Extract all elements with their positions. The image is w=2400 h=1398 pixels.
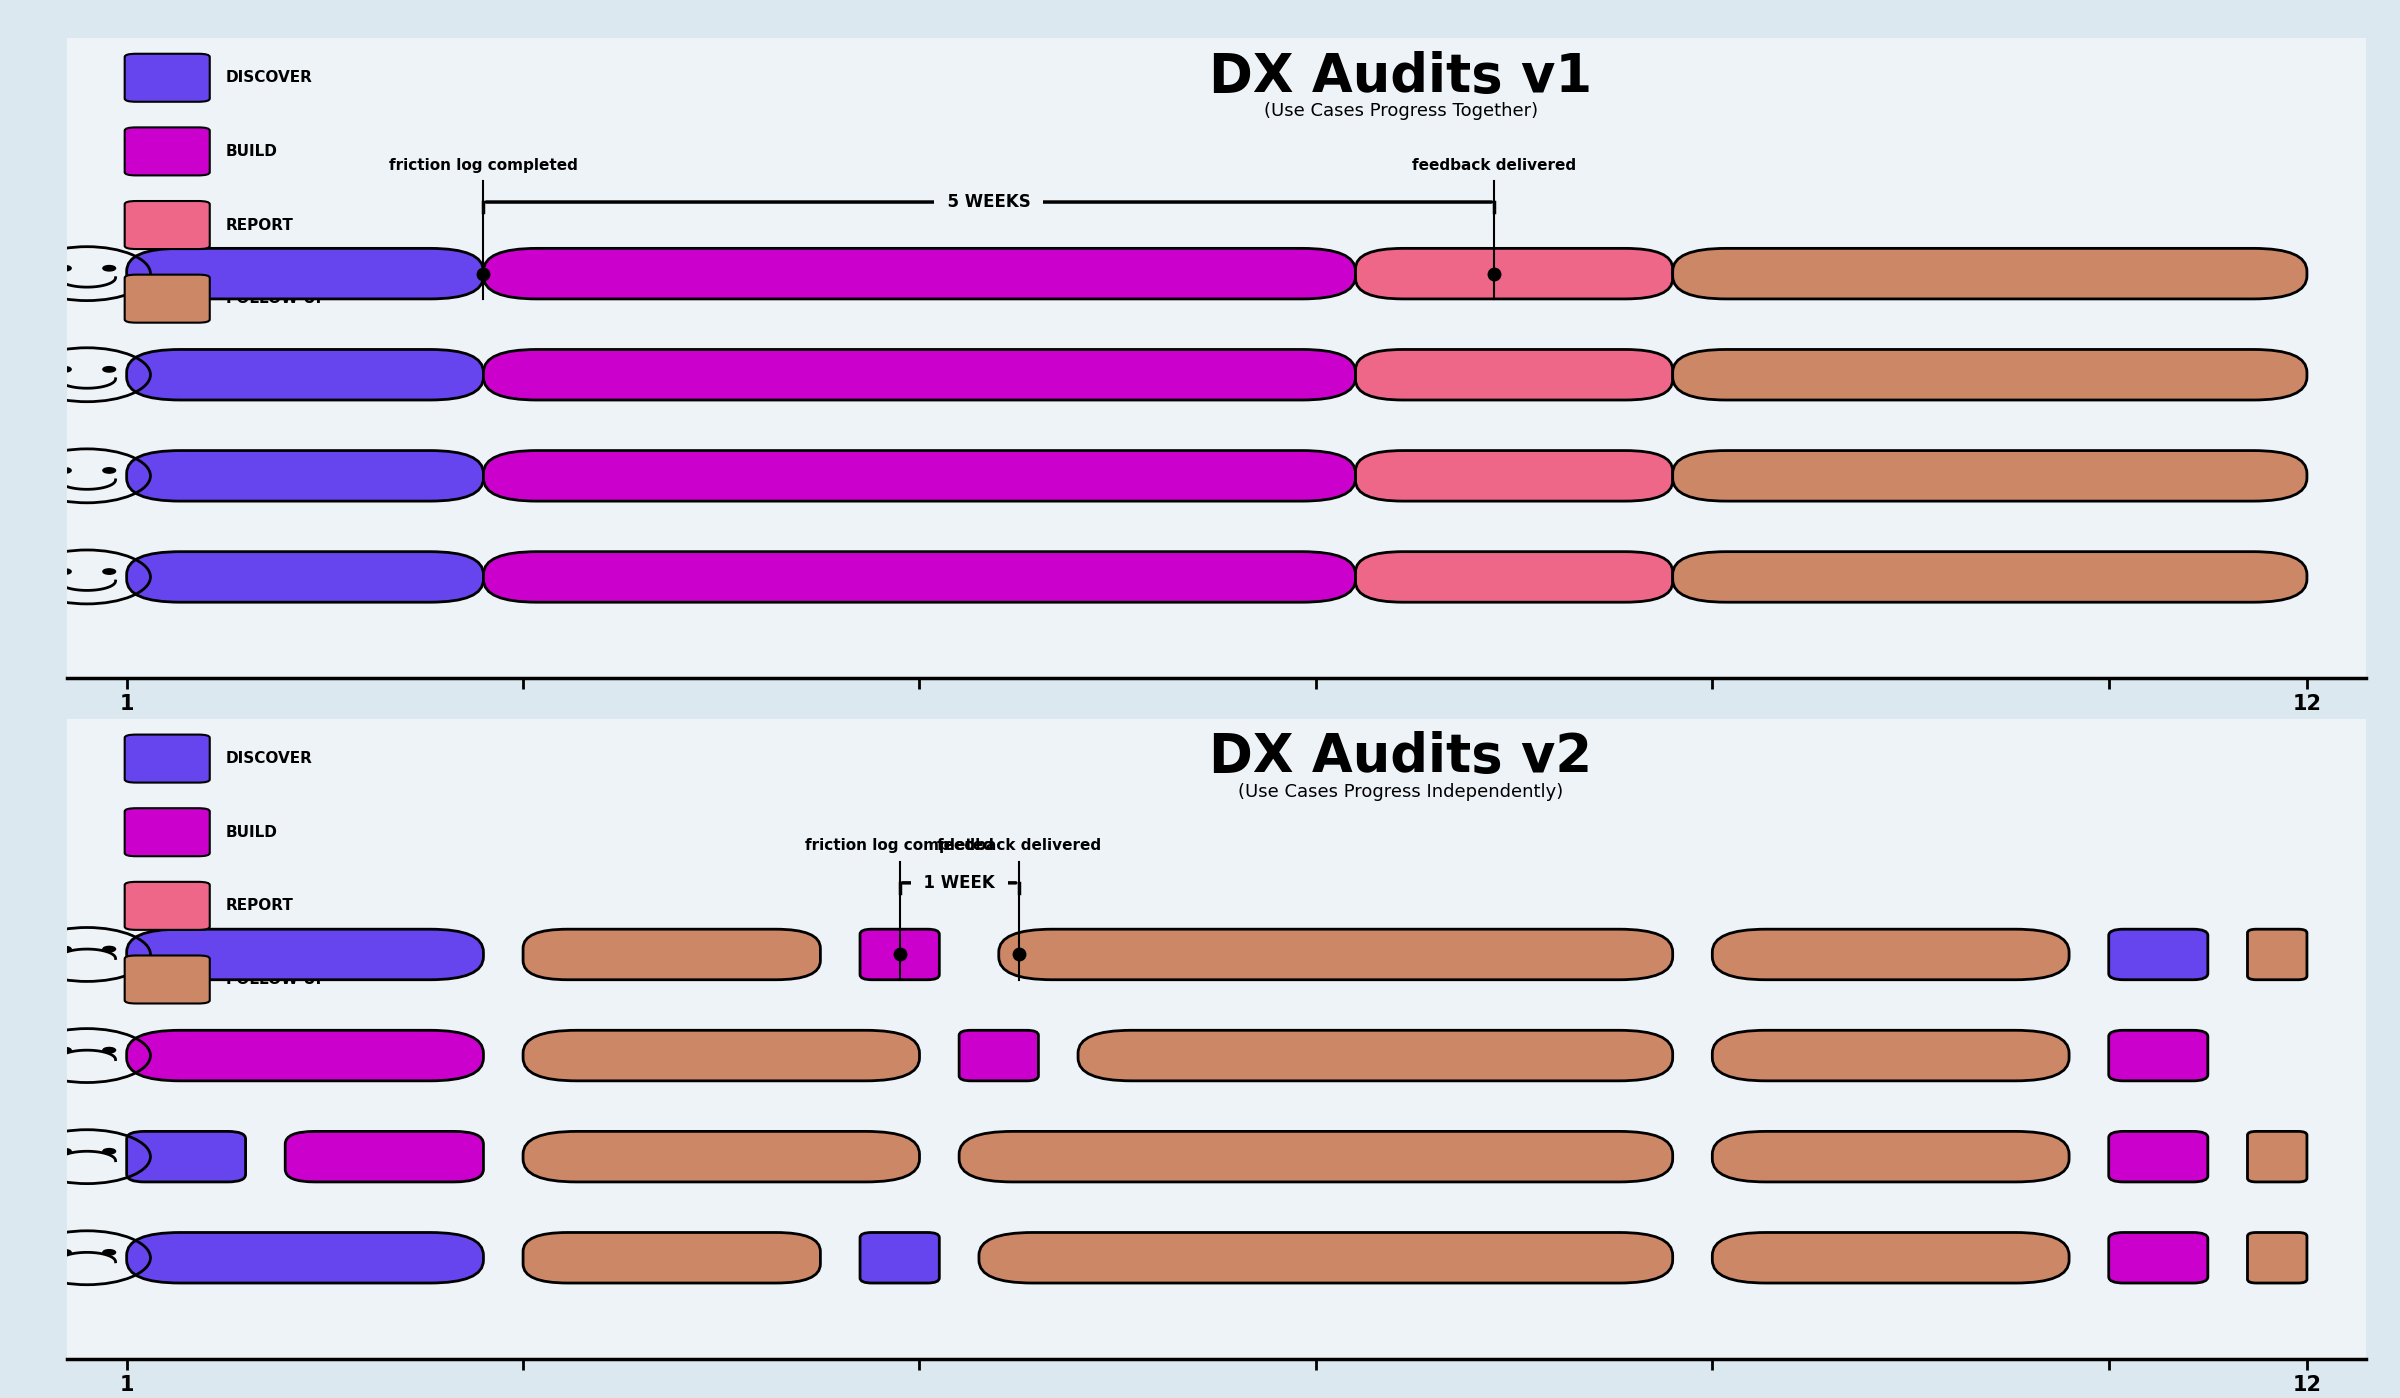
FancyBboxPatch shape [1673, 450, 2306, 500]
FancyBboxPatch shape [127, 1030, 482, 1081]
FancyBboxPatch shape [127, 1131, 245, 1181]
Text: friction log completed: friction log completed [389, 158, 578, 172]
FancyBboxPatch shape [2246, 1131, 2306, 1181]
FancyBboxPatch shape [1673, 552, 2306, 603]
FancyBboxPatch shape [125, 734, 209, 783]
Circle shape [103, 1047, 115, 1053]
FancyBboxPatch shape [1711, 1030, 2069, 1081]
FancyBboxPatch shape [523, 1131, 919, 1181]
FancyBboxPatch shape [859, 930, 938, 980]
FancyBboxPatch shape [286, 1131, 482, 1181]
FancyBboxPatch shape [523, 1030, 919, 1081]
Text: 5 WEEKS: 5 WEEKS [936, 193, 1042, 211]
Text: DX Audits v2: DX Audits v2 [1210, 731, 1591, 783]
Text: feedback delivered: feedback delivered [1411, 158, 1577, 172]
Circle shape [58, 366, 72, 372]
FancyBboxPatch shape [2246, 1233, 2306, 1283]
FancyBboxPatch shape [1711, 1131, 2069, 1181]
FancyBboxPatch shape [125, 201, 209, 249]
FancyBboxPatch shape [523, 930, 821, 980]
Circle shape [103, 1250, 115, 1255]
FancyBboxPatch shape [523, 1233, 821, 1283]
FancyBboxPatch shape [1711, 1233, 2069, 1283]
FancyBboxPatch shape [125, 127, 209, 175]
Circle shape [58, 266, 72, 271]
Text: (Use Cases Progress Independently): (Use Cases Progress Independently) [1238, 783, 1562, 801]
FancyBboxPatch shape [1356, 450, 1673, 500]
FancyBboxPatch shape [2110, 1030, 2208, 1081]
FancyBboxPatch shape [1078, 1030, 1673, 1081]
Text: feedback delivered: feedback delivered [936, 839, 1102, 853]
FancyBboxPatch shape [960, 1131, 1673, 1181]
FancyBboxPatch shape [127, 552, 482, 603]
FancyBboxPatch shape [979, 1233, 1673, 1283]
Text: FOLLOW UP: FOLLOW UP [226, 972, 326, 987]
Circle shape [103, 1149, 115, 1153]
Text: DISCOVER: DISCOVER [226, 751, 312, 766]
FancyBboxPatch shape [1711, 930, 2069, 980]
FancyBboxPatch shape [482, 249, 1356, 299]
Text: BUILD: BUILD [226, 825, 278, 840]
FancyBboxPatch shape [1356, 350, 1673, 400]
Circle shape [103, 569, 115, 575]
FancyBboxPatch shape [127, 450, 482, 500]
FancyBboxPatch shape [482, 450, 1356, 500]
FancyBboxPatch shape [2110, 1131, 2208, 1181]
Text: DX Audits v1: DX Audits v1 [1210, 50, 1591, 102]
Circle shape [58, 1250, 72, 1255]
Text: (Use Cases Progress Together): (Use Cases Progress Together) [1265, 102, 1538, 120]
FancyBboxPatch shape [125, 53, 209, 102]
FancyBboxPatch shape [125, 882, 209, 930]
FancyBboxPatch shape [2246, 930, 2306, 980]
FancyBboxPatch shape [482, 350, 1356, 400]
FancyBboxPatch shape [125, 274, 209, 323]
FancyBboxPatch shape [998, 930, 1673, 980]
Circle shape [58, 946, 72, 952]
FancyBboxPatch shape [127, 249, 482, 299]
Circle shape [103, 366, 115, 372]
FancyBboxPatch shape [125, 808, 209, 856]
Circle shape [103, 946, 115, 952]
Circle shape [58, 1149, 72, 1153]
Text: DISCOVER: DISCOVER [226, 70, 312, 85]
FancyBboxPatch shape [859, 1233, 938, 1283]
FancyBboxPatch shape [2110, 930, 2208, 980]
Circle shape [58, 569, 72, 575]
FancyBboxPatch shape [1673, 249, 2306, 299]
FancyBboxPatch shape [1356, 552, 1673, 603]
FancyBboxPatch shape [1673, 350, 2306, 400]
Circle shape [58, 468, 72, 473]
FancyBboxPatch shape [125, 955, 209, 1004]
FancyBboxPatch shape [127, 930, 482, 980]
X-axis label: Weeks: Weeks [1174, 720, 1260, 744]
Circle shape [58, 1047, 72, 1053]
FancyBboxPatch shape [2110, 1233, 2208, 1283]
Circle shape [103, 266, 115, 271]
Text: REPORT: REPORT [226, 218, 293, 232]
FancyBboxPatch shape [127, 350, 482, 400]
Circle shape [103, 468, 115, 473]
FancyBboxPatch shape [960, 1030, 1039, 1081]
Text: REPORT: REPORT [226, 899, 293, 913]
Text: friction log completed: friction log completed [806, 839, 994, 853]
Text: FOLLOW UP: FOLLOW UP [226, 291, 326, 306]
FancyBboxPatch shape [1356, 249, 1673, 299]
FancyBboxPatch shape [482, 552, 1356, 603]
FancyBboxPatch shape [127, 1233, 482, 1283]
Text: BUILD: BUILD [226, 144, 278, 159]
Text: 1 WEEK: 1 WEEK [912, 874, 1006, 892]
